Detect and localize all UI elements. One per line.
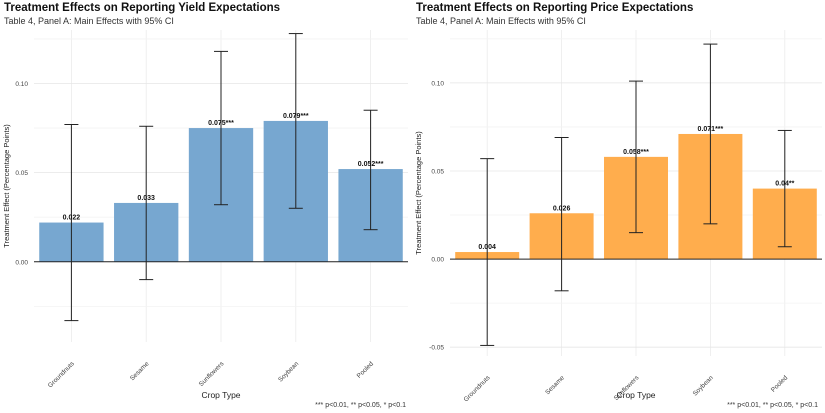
yield-value-label: 0.052*** [358,161,384,168]
price-chart-footnote: *** p<0.01, ** p<0.05, * p<0.1 [727,402,818,409]
price-value-label: 0.04** [775,181,794,188]
yield-chart-footnote: *** p<0.01, ** p<0.05, * p<0.1 [315,402,406,409]
price-xtick-label: Sesame [544,374,566,396]
yield-xtick-label: Sesame [129,360,151,382]
yield-ytick-label: 0.10 [15,81,28,88]
yield-xtick-label: Groundnuts [47,360,76,389]
yield-value-label: 0.079*** [283,113,309,120]
yield-chart-title: Treatment Effects on Reporting Yield Exp… [4,2,281,14]
price-xtick-label: Groundnuts [463,374,492,403]
price-value-label: 0.026 [553,205,571,212]
yield-chart-plot: 0.022 0.033 0.075*** 0.079*** 0.052*** 0.00 0.… [2,30,408,400]
yield-value-label: 0.022 [63,215,81,222]
yield-xtick-label: Pooled [356,360,376,380]
price-ytick-label: 0.00 [431,257,444,264]
price-chart-subtitle: Table 4, Panel A: Main Effects with 95% … [416,16,586,26]
price-ytick-label: 0.10 [431,80,444,87]
yield-x-axis-title: Crop Type [201,390,240,400]
yield-y-axis-title: Treatment Effect (Percentage Points) [2,124,11,248]
yield-value-label: 0.075*** [208,120,234,127]
yield-xtick-label: Soybean [277,360,300,383]
price-value-label: 0.004 [478,244,496,251]
price-ytick-label: -0.05 [429,345,444,352]
yield-chart-subtitle: Table 4, Panel A: Main Effects with 95% … [4,16,174,26]
yield-ytick-label: 0.00 [15,259,28,266]
yield-xtick-label: Sunflowers [198,360,226,388]
price-value-label: 0.071*** [698,126,724,133]
yield-ytick-label: 0.05 [15,170,28,177]
price-xtick-label: Pooled [770,374,790,394]
yield-value-label: 0.033 [137,195,155,202]
price-chart-title: Treatment Effects on Reporting Price Exp… [416,2,694,14]
price-xtick-label: Soybean [692,374,715,397]
price-value-label: 0.058*** [623,149,649,156]
price-ytick-label: 0.05 [431,168,444,175]
price-x-axis-title: Crop Type [616,390,655,400]
price-chart-plot: 0.004 0.026 0.058*** 0.071*** 0.04** -0.05 0.0… [414,30,822,403]
price-chart-panel: 0.004 0.026 0.058*** 0.071*** 0.04** -0.05 0.0… [412,0,824,413]
price-y-axis-title: Treatment Effect (Percentage Points) [414,131,423,255]
yield-chart-panel: 0.022 0.033 0.075*** 0.079*** 0.052*** 0.00 0.… [0,0,412,413]
